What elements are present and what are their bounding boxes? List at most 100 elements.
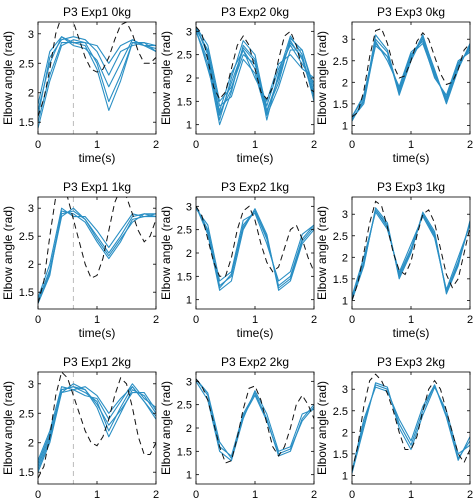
trial-line-4: [38, 207, 156, 304]
plot-lines: [38, 197, 156, 309]
y-tick-label: 1.5: [177, 271, 192, 283]
y-axis-label: Elbow angle (rad): [315, 206, 329, 300]
y-axis-label: Elbow angle (rad): [159, 31, 173, 125]
x-tick-label: 2: [467, 489, 473, 499]
x-tick-label: 0: [35, 314, 41, 326]
x-axis-label: time(s): [237, 326, 274, 340]
plot-area: [352, 22, 470, 134]
x-tick-label: 1: [252, 489, 258, 499]
trial-line-5: [38, 386, 156, 464]
plot-lines: [38, 22, 156, 134]
x-tick-label: 2: [467, 314, 473, 326]
y-tick-label: 1: [342, 470, 348, 482]
x-tick-label: 1: [252, 139, 258, 151]
x-tick-label: 1: [94, 314, 100, 326]
y-tick-label: 1: [342, 295, 348, 307]
x-tick-label: 0: [349, 314, 355, 326]
x-tick-label: 0: [35, 489, 41, 499]
trial-line-3: [38, 207, 156, 298]
y-tick-label: 3: [186, 201, 192, 213]
plot-area: [38, 372, 156, 484]
reference-line: [352, 373, 470, 472]
y-tick-label: 2: [186, 423, 192, 435]
reference-line: [38, 22, 156, 117]
plot-lines: [352, 373, 470, 474]
y-tick-label: 2: [342, 427, 348, 439]
y-tick-label: 1.5: [19, 117, 34, 129]
x-tick-label: 1: [408, 489, 414, 499]
reference-line: [196, 205, 314, 277]
y-tick-label: 1.5: [19, 287, 34, 299]
y-tick-label: 3: [186, 26, 192, 38]
x-tick-label: 0: [349, 139, 355, 151]
trial-line-6: [196, 28, 314, 112]
y-tick-label: 1: [186, 470, 192, 482]
y-tick-label: 2: [28, 259, 34, 271]
y-tick-label: 1.5: [333, 274, 348, 286]
x-tick-label: 2: [153, 139, 159, 151]
y-tick-label: 2.5: [177, 50, 192, 62]
x-tick-label: 0: [193, 489, 199, 499]
plot-lines: [352, 200, 470, 301]
y-axis-label: Elbow angle (rad): [315, 31, 329, 125]
y-tick-label: 1.5: [177, 446, 192, 458]
trial-line-5: [352, 42, 470, 118]
x-axis-label: time(s): [79, 151, 116, 165]
panel-title: P3 Exp3 1kg: [377, 180, 445, 194]
y-tick-label: 1.5: [333, 449, 348, 461]
trial-line-3: [196, 208, 314, 282]
y-tick-label: 2.5: [333, 56, 348, 68]
y-tick-label: 3: [342, 384, 348, 396]
trial-line-5: [38, 36, 156, 105]
y-tick-label: 2.5: [19, 58, 34, 70]
y-tick-label: 2.5: [19, 408, 34, 420]
trial-line-4: [196, 206, 314, 289]
reference-line: [196, 26, 314, 100]
y-tick-label: 2.5: [333, 406, 348, 418]
trial-line-3: [196, 378, 314, 459]
trial-line-2: [38, 210, 156, 304]
y-axis-label: Elbow angle (rad): [159, 381, 173, 475]
trial-line-3: [38, 383, 156, 461]
panel-title: P3 Exp2 2kg: [221, 355, 289, 369]
x-tick-label: 2: [311, 489, 317, 499]
y-axis-label: Elbow angle (rad): [1, 31, 15, 125]
x-tick-label: 0: [349, 489, 355, 499]
panel-title: P3 Exp2 0kg: [221, 5, 289, 19]
x-tick-label: 2: [311, 314, 317, 326]
trial-line-3: [196, 28, 314, 116]
plot-area: [352, 372, 470, 484]
y-axis-label: Elbow angle (rad): [315, 381, 329, 475]
y-tick-label: 1: [186, 295, 192, 307]
x-tick-label: 2: [467, 139, 473, 151]
y-tick-label: 3: [342, 209, 348, 221]
x-tick-label: 1: [408, 314, 414, 326]
y-tick-label: 2.5: [177, 400, 192, 412]
x-tick-label: 1: [94, 489, 100, 499]
x-tick-label: 1: [408, 139, 414, 151]
plot-area: [196, 197, 314, 309]
plot-lines: [352, 27, 470, 122]
y-tick-label: 3: [28, 379, 34, 391]
x-axis-label: time(s): [79, 326, 116, 340]
panel-title: P3 Exp3 0kg: [377, 5, 445, 19]
x-tick-label: 2: [153, 314, 159, 326]
y-tick-label: 2: [28, 438, 34, 450]
y-tick-label: 1: [342, 120, 348, 132]
y-tick-label: 2: [186, 248, 192, 260]
y-tick-label: 2.5: [19, 231, 34, 243]
plot-lines: [196, 26, 314, 126]
x-tick-label: 1: [252, 314, 258, 326]
trial-line-2: [38, 39, 156, 129]
panel-title: P3 Exp2 1kg: [221, 180, 289, 194]
x-tick-label: 2: [311, 139, 317, 151]
panel-title: P3 Exp1 1kg: [63, 180, 131, 194]
plot-lines: [38, 372, 156, 484]
